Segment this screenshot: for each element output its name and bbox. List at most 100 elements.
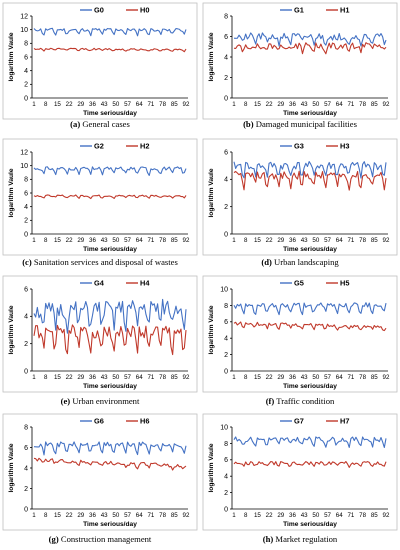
x-tick-label: 57	[324, 237, 331, 244]
x-tick-label: 1	[32, 512, 36, 519]
caption-letter: (d)	[261, 257, 272, 267]
x-tick-label: 15	[54, 237, 61, 244]
caption-text: Sanitation services and disposal of wast…	[33, 257, 178, 267]
x-tick-label: 50	[312, 101, 319, 108]
legend-label: G4	[94, 279, 105, 288]
x-tick-label: 43	[301, 512, 308, 519]
x-tick-label: 43	[101, 101, 108, 108]
chart-frame	[202, 413, 398, 531]
chart-panel-a: G0 H0 0 2 4 6 8 10 12 1 8 15 22 29 36 43 50 57 64 71 78 85 92 l…	[2, 2, 198, 130]
x-tick-label: 36	[89, 101, 96, 108]
y-tick-label: 0	[224, 368, 228, 375]
chart-frame	[2, 2, 198, 120]
caption-text: Construction management	[60, 534, 152, 544]
x-tick-label: 29	[77, 512, 84, 519]
x-tick-label: 64	[136, 512, 143, 519]
y-tick-label: 8	[24, 177, 28, 184]
y-tick-label: 6	[24, 190, 28, 197]
x-tick-label: 8	[44, 512, 48, 519]
x-tick-label: 50	[112, 237, 119, 244]
chart-panel-e: G4 H4 0 2 4 6 1 8 15 22 29 36 43 50 57 64 71 78 85 92 logari…	[2, 275, 198, 403]
y-axis-title: logarithm Vaule	[208, 168, 215, 217]
x-tick-label: 43	[301, 101, 308, 108]
x-tick-label: 78	[159, 374, 166, 381]
x-tick-label: 22	[66, 237, 73, 244]
x-tick-label: 29	[77, 237, 84, 244]
chart-svg: G4 H4 0 2 4 6 1 8 15 22 29 36 43 50 57 64 71 78 85 92 logari…	[2, 275, 198, 393]
y-tick-label: 0	[24, 231, 28, 238]
legend-label: H3	[340, 142, 349, 151]
caption-letter: (g)	[48, 534, 59, 544]
x-tick-label: 50	[312, 512, 319, 519]
legend-label: H2	[140, 142, 149, 151]
x-tick-label: 71	[347, 101, 354, 108]
x-axis-title: Time serious/day	[283, 383, 337, 390]
x-tick-label: 8	[244, 512, 248, 519]
x-tick-label: 15	[254, 237, 261, 244]
caption-e: (e) Urban environment	[2, 396, 198, 406]
caption-text: Market regulation	[275, 534, 338, 544]
x-tick-label: 57	[124, 374, 131, 381]
x-tick-label: 64	[336, 101, 343, 108]
x-axis-title: Time serious/day	[83, 521, 137, 528]
x-tick-label: 57	[124, 101, 131, 108]
series-line-G6	[33, 441, 187, 456]
x-tick-label: 43	[101, 237, 108, 244]
x-tick-label: 64	[136, 374, 143, 381]
caption-g: (g) Construction management	[2, 534, 198, 544]
y-tick-label: 6	[24, 54, 28, 61]
chart-svg: G7 H7 0 2 4 6 8 10 1 8 15 22 29 36 43 50 57 64 71 78 85 92 log…	[202, 413, 398, 531]
x-tick-label: 78	[359, 101, 366, 108]
x-tick-label: 85	[371, 237, 378, 244]
chart-panel-f: G5 H5 0 2 4 6 8 10 1 8 15 22 29 36 43 50 57 64 71 78 85 92 log…	[202, 275, 398, 403]
x-tick-label: 64	[336, 374, 343, 381]
x-tick-label: 85	[171, 374, 178, 381]
chart-panel-h: G7 H7 0 2 4 6 8 10 1 8 15 22 29 36 43 50 57 64 71 78 85 92 log…	[202, 413, 398, 541]
series-line-G3	[233, 161, 387, 179]
y-tick-label: 0	[224, 95, 228, 102]
chart-panel-d: G3 H3 0 2 4 6 1 8 15 22 29 36 43 50 57 64 71 78 85 92 logari…	[202, 138, 398, 266]
chart-svg: G0 H0 0 2 4 6 8 10 12 1 8 15 22 29 36 43 50 57 64 71 78 85 92 l…	[2, 2, 198, 120]
series-line-G2	[33, 166, 187, 176]
y-tick-label: 2	[224, 352, 228, 359]
x-tick-label: 50	[312, 374, 319, 381]
x-tick-label: 78	[159, 101, 166, 108]
chart-frame	[202, 275, 398, 393]
chart-frame	[2, 275, 198, 393]
y-tick-label: 12	[20, 149, 28, 156]
legend-label: G1	[294, 6, 304, 15]
y-tick-label: 4	[224, 336, 228, 343]
y-tick-label: 2	[224, 204, 228, 211]
x-tick-label: 36	[289, 512, 296, 519]
x-tick-label: 36	[289, 237, 296, 244]
series-line-G1	[233, 32, 387, 47]
x-tick-label: 22	[266, 101, 273, 108]
y-tick-label: 10	[20, 27, 28, 34]
chart-frame	[202, 138, 398, 256]
x-tick-label: 64	[336, 237, 343, 244]
x-tick-label: 36	[289, 101, 296, 108]
y-axis-title: logarithm Vaule	[208, 443, 215, 492]
y-tick-label: 10	[220, 286, 228, 293]
y-tick-label: 8	[224, 303, 228, 310]
x-tick-label: 43	[101, 374, 108, 381]
x-tick-label: 22	[266, 512, 273, 519]
chart-frame	[202, 2, 398, 120]
series-line-G0	[33, 27, 187, 37]
chart-svg: G2 H2 0 2 4 6 8 10 12 1 8 15 22 29 36 43 50 57 64 71 78 85 92 l…	[2, 138, 198, 256]
x-tick-label: 50	[112, 101, 119, 108]
chart-svg: G1 H1 0 2 4 6 8 1 8 15 22 29 36 43 50 57 64 71 78 85 92 logar…	[202, 2, 398, 120]
x-tick-label: 50	[112, 374, 119, 381]
x-axis-title: Time serious/day	[83, 383, 137, 390]
series-line-H0	[33, 47, 187, 53]
y-axis-title: logarithm Vaule	[208, 32, 215, 81]
y-tick-label: 4	[224, 54, 228, 61]
y-tick-label: 8	[224, 441, 228, 448]
x-tick-label: 71	[347, 237, 354, 244]
x-tick-label: 8	[44, 237, 48, 244]
y-tick-label: 4	[24, 68, 28, 75]
x-tick-label: 29	[77, 374, 84, 381]
y-tick-label: 8	[224, 13, 228, 20]
legend-label: H4	[140, 279, 150, 288]
